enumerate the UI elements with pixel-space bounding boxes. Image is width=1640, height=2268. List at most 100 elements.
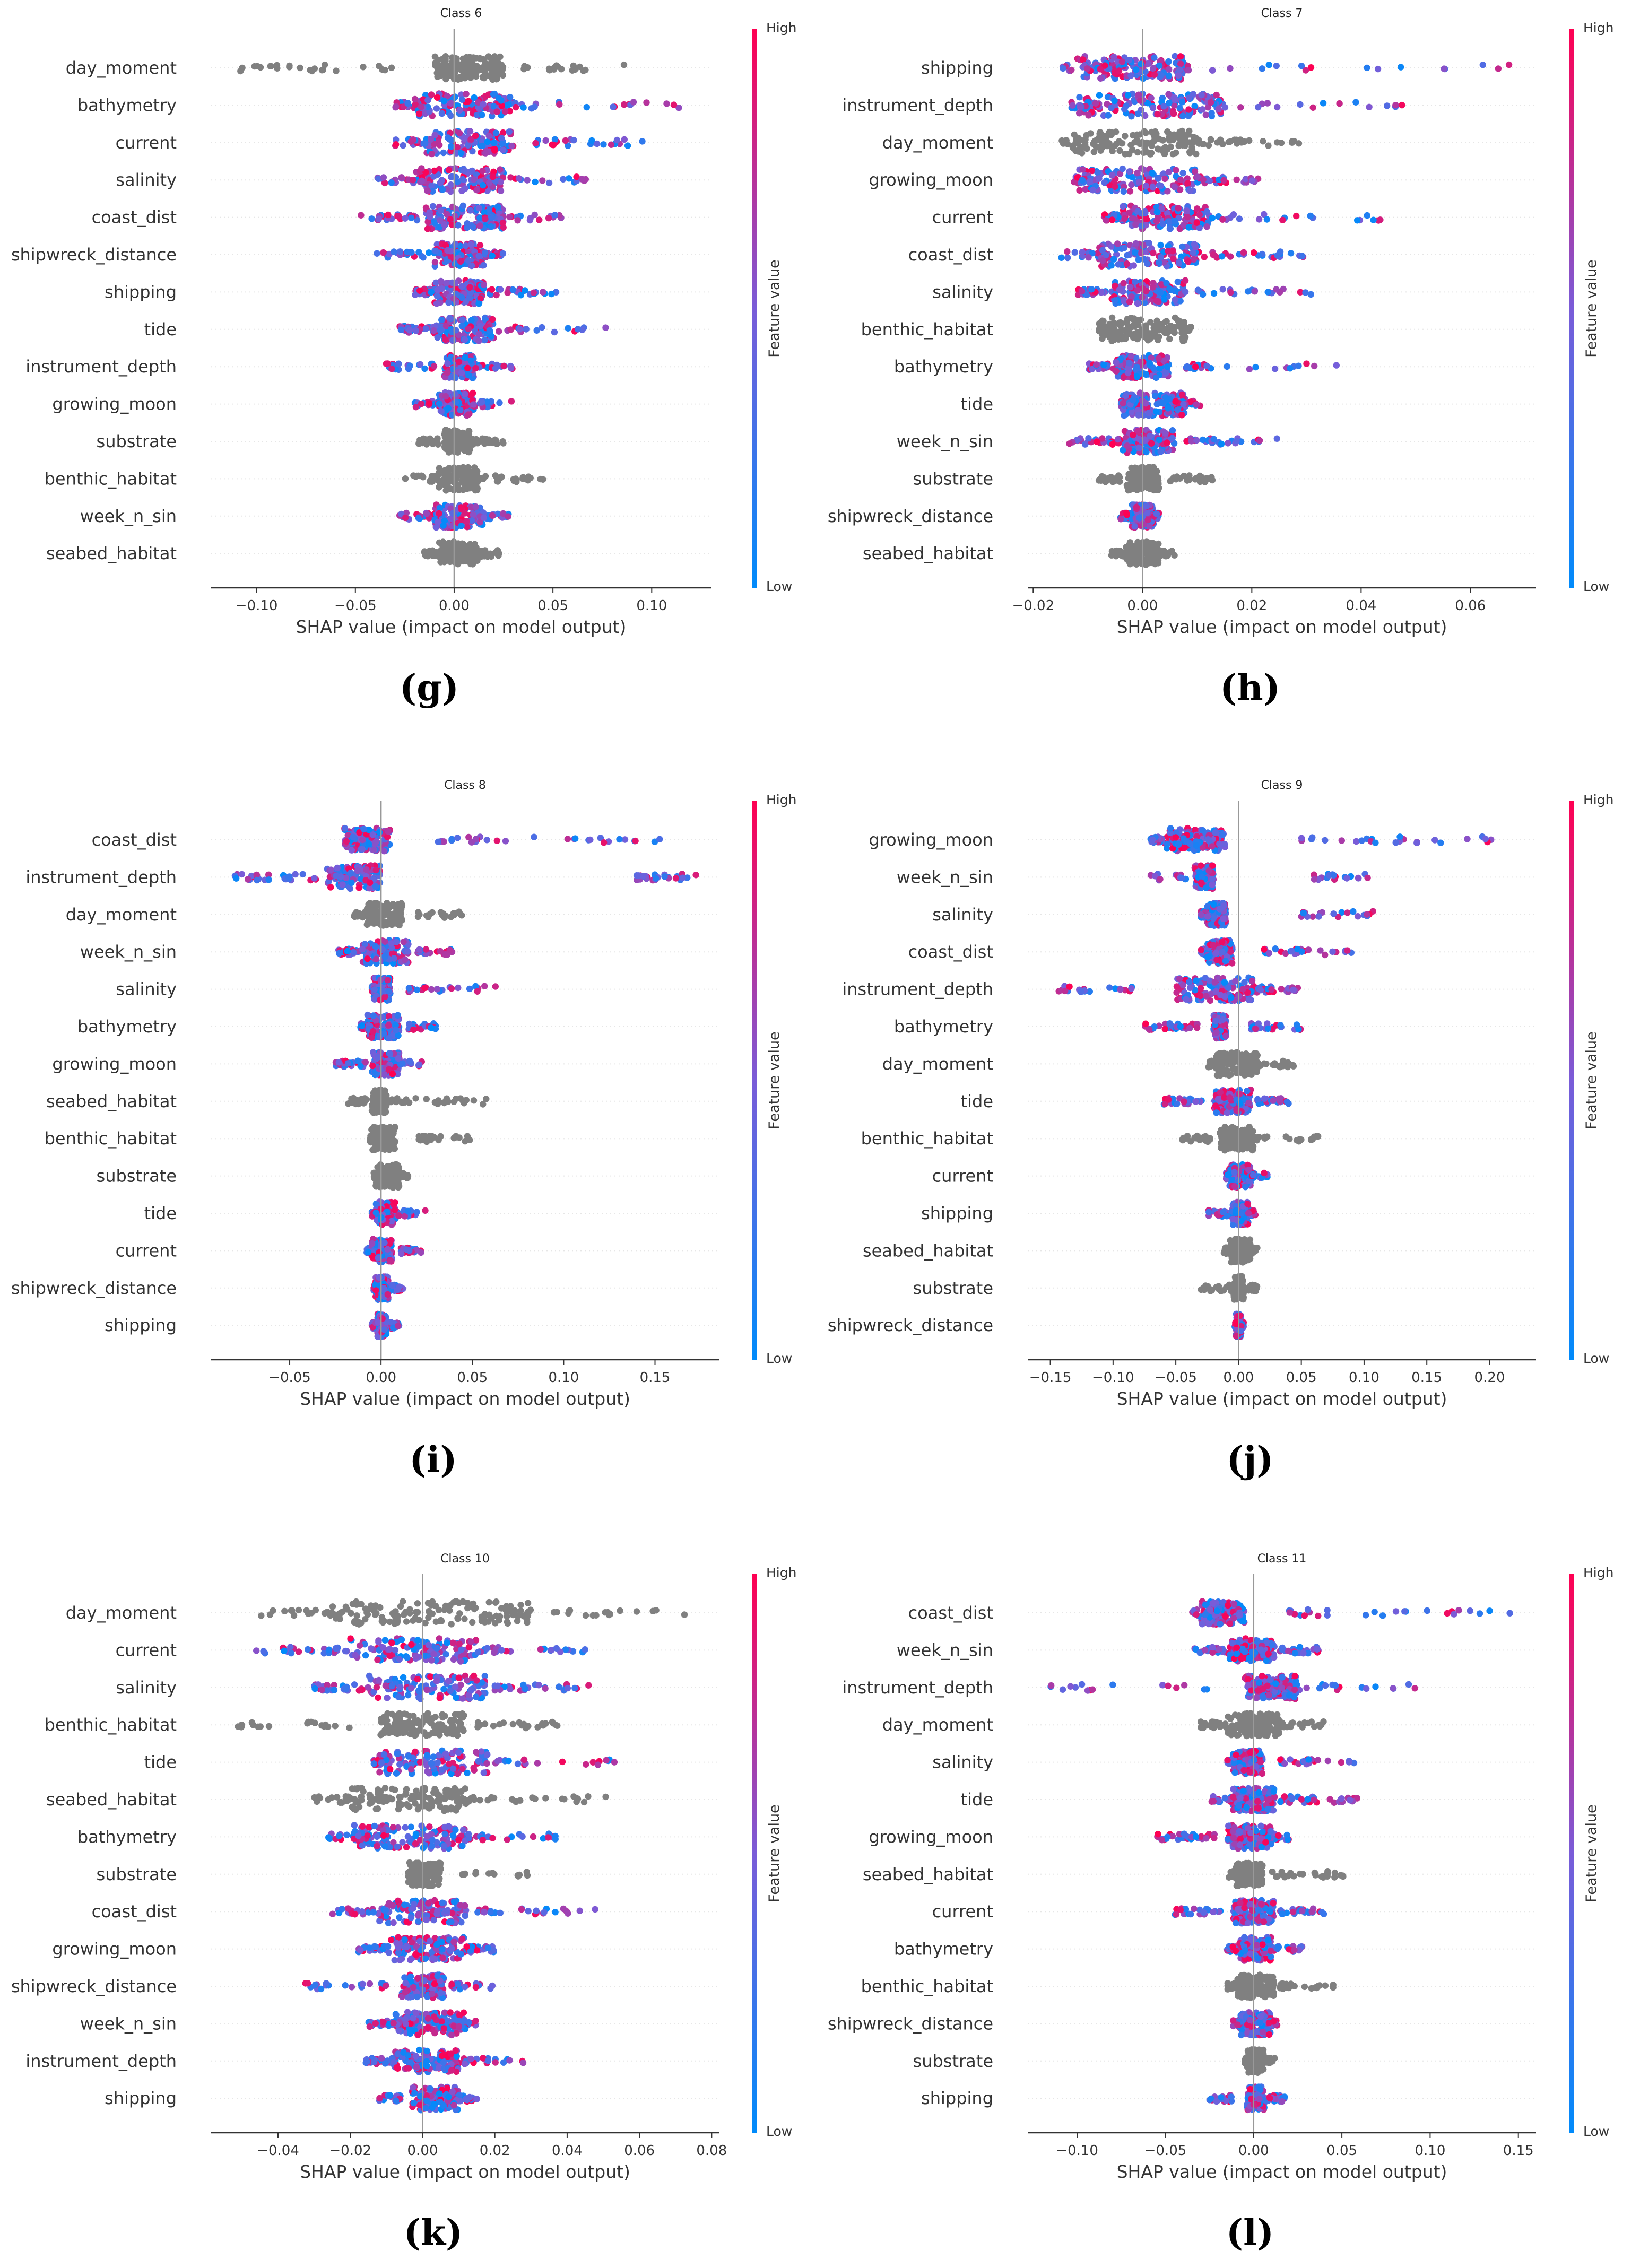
shap-point <box>471 94 478 101</box>
feature-label: week_n_sin <box>897 431 993 451</box>
shap-point <box>600 141 607 148</box>
shap-point <box>1441 65 1447 72</box>
shap-point <box>498 135 505 142</box>
shap-point <box>482 215 489 222</box>
shap-point <box>540 289 546 296</box>
shap-point <box>1127 72 1134 79</box>
shap-point <box>1336 100 1343 107</box>
shap-point <box>1145 410 1152 416</box>
shap-point <box>1250 249 1257 256</box>
shap-point <box>473 111 481 119</box>
shap-point <box>442 323 450 329</box>
shap-point <box>1138 222 1145 230</box>
shap-point <box>1265 62 1272 68</box>
shap-point <box>1273 435 1280 442</box>
shap-point <box>1193 401 1200 408</box>
shap-point <box>427 136 435 143</box>
shap-point <box>473 187 480 194</box>
x-tick-label: 0.00 <box>439 598 470 614</box>
shap-point <box>440 480 447 486</box>
shap-point <box>1182 277 1189 284</box>
shap-point <box>1185 258 1192 265</box>
shap-point <box>1175 205 1182 212</box>
shap-point <box>1153 401 1160 407</box>
shap-point <box>1099 140 1106 147</box>
shap-point <box>1085 435 1092 442</box>
shap-point <box>488 223 494 230</box>
shap-point <box>1126 360 1133 367</box>
shap-point <box>480 101 487 108</box>
shap-point <box>461 510 468 517</box>
shap-point <box>1246 137 1253 144</box>
shap-point <box>500 440 507 447</box>
shap-point <box>476 323 484 329</box>
shap-point <box>462 390 468 397</box>
shap-point <box>1219 286 1226 293</box>
shap-point <box>464 224 471 231</box>
shap-point <box>1364 64 1370 72</box>
shap-point <box>522 287 528 294</box>
shap-point <box>1158 72 1165 79</box>
shap-point <box>639 138 646 145</box>
shap-point <box>1249 177 1256 184</box>
shap-point <box>1185 106 1192 113</box>
shap-point <box>1307 291 1314 298</box>
shap-point <box>437 179 444 186</box>
shap-point <box>1134 149 1141 156</box>
shap-point <box>475 331 482 337</box>
shap-point <box>445 299 452 306</box>
shap-point <box>1495 65 1502 72</box>
beeswarm-day_moment <box>1058 127 1303 158</box>
shap-point <box>549 141 556 148</box>
shap-point <box>398 174 405 181</box>
shap-point <box>470 223 477 231</box>
shap-point <box>1129 214 1136 222</box>
shap-point <box>545 214 552 222</box>
feature-label: shipwreck_distance <box>828 506 993 526</box>
shap-point <box>1135 179 1143 186</box>
feature-label: seabed_habitat <box>46 543 177 563</box>
shap-point <box>431 167 438 175</box>
shap-point <box>463 518 470 525</box>
feature-label: day_moment <box>882 133 993 153</box>
shap-point <box>498 62 505 68</box>
shap-point <box>548 290 555 298</box>
shap-point <box>1221 104 1229 111</box>
shap-point <box>532 178 539 186</box>
shap-point <box>539 177 546 184</box>
shap-point <box>1157 241 1164 249</box>
shap-point <box>1108 172 1116 179</box>
shap-point <box>509 286 516 293</box>
shap-point <box>498 97 505 104</box>
shap-point <box>1143 502 1150 510</box>
shap-point <box>1311 362 1318 370</box>
feature-label: current <box>116 133 177 153</box>
shap-point <box>1185 224 1192 231</box>
shap-point <box>1121 298 1127 305</box>
shap-point <box>392 104 399 111</box>
shap-point <box>532 140 539 147</box>
shap-point <box>458 294 465 301</box>
shap-point <box>461 135 468 142</box>
shap-point <box>533 327 540 334</box>
shap-point <box>428 91 435 98</box>
shap-point <box>1193 219 1200 226</box>
shap-point <box>1230 211 1237 218</box>
feature-label: shipping <box>105 282 177 302</box>
shap-point <box>1123 511 1131 518</box>
shap-point <box>406 327 413 334</box>
shap-point <box>1153 510 1160 518</box>
shap-point <box>494 549 501 556</box>
shap-point <box>472 132 479 140</box>
shap-point <box>464 524 471 531</box>
shap-point <box>442 393 449 400</box>
shap-point <box>433 60 440 67</box>
shap-point <box>1155 355 1162 362</box>
shap-point <box>562 137 569 144</box>
shap-point <box>1129 474 1136 482</box>
feature-label: coast_dist <box>92 207 177 228</box>
beeswarm-week_n_sin <box>1066 427 1280 457</box>
shap-point <box>408 214 415 221</box>
shap-point <box>551 212 559 219</box>
shap-point <box>1066 440 1073 447</box>
